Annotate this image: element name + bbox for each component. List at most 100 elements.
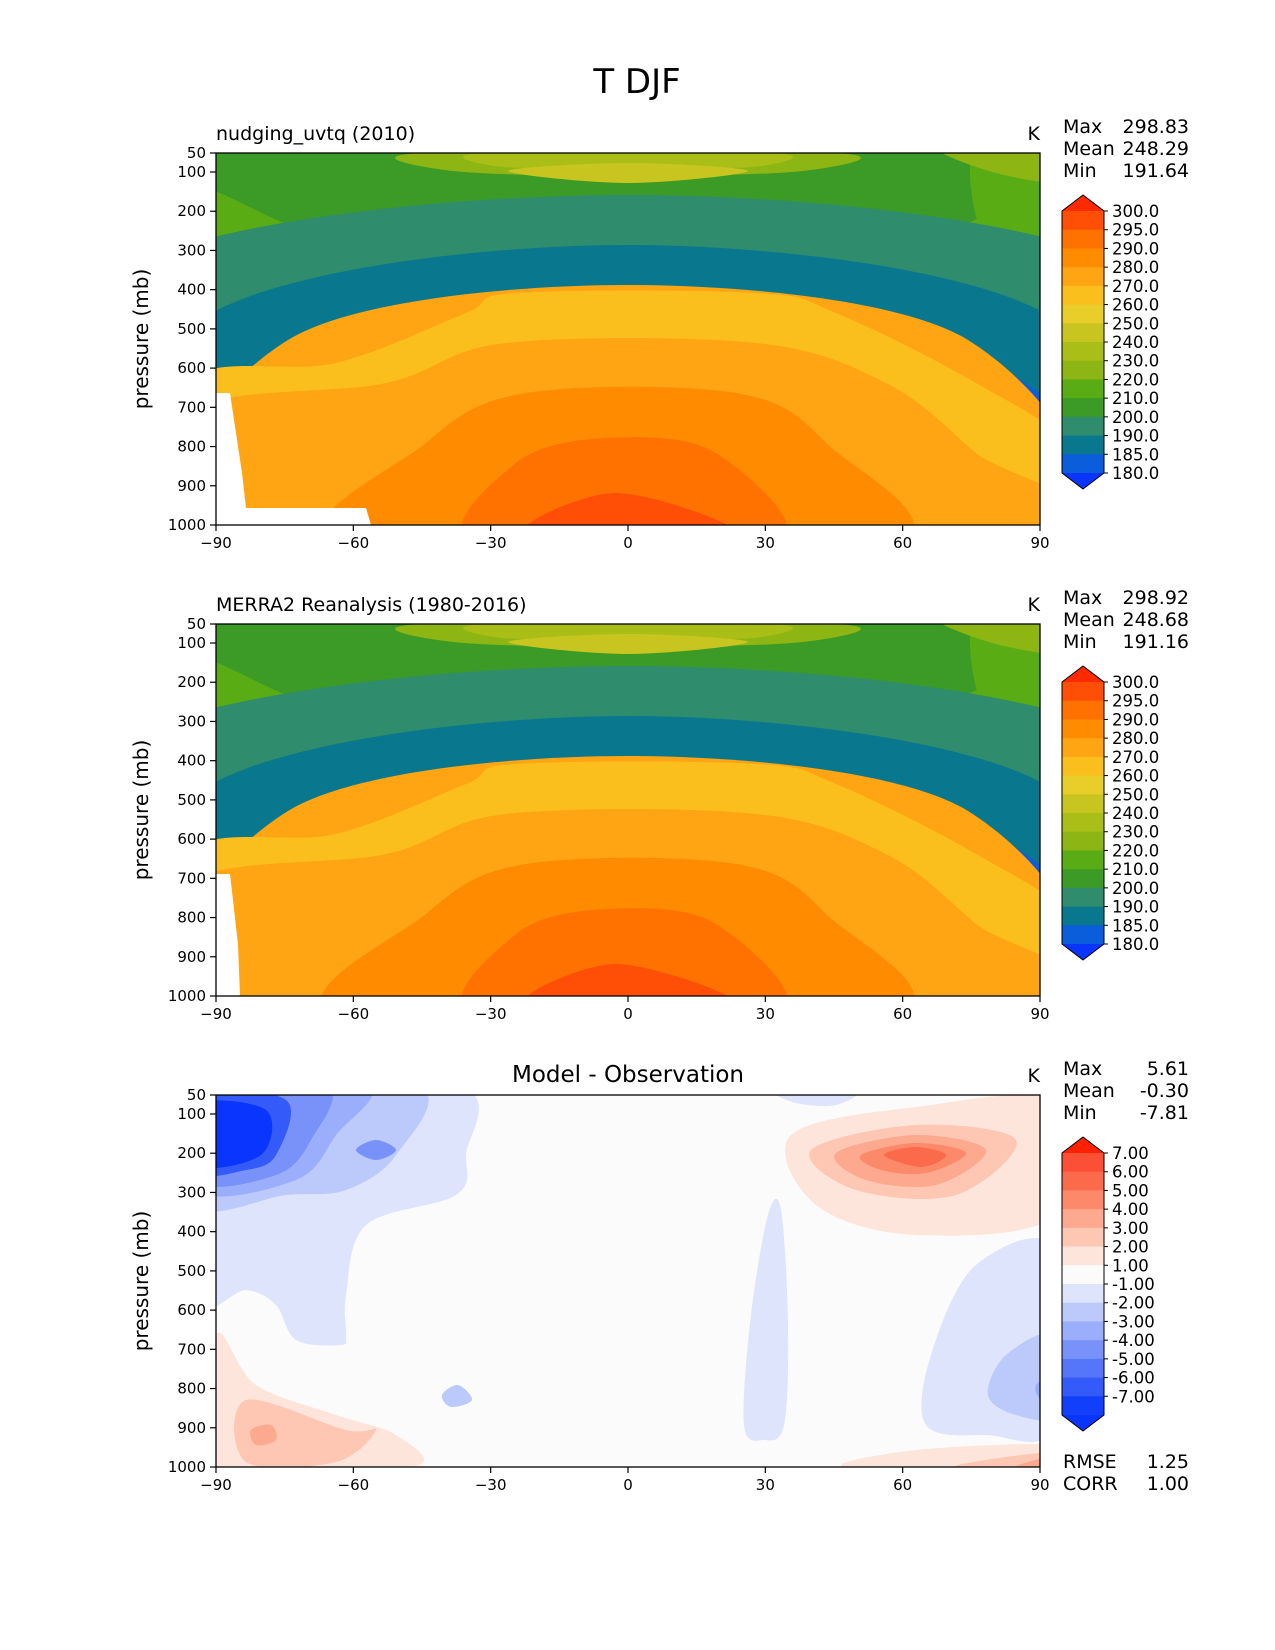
colorbar-extend-max	[1062, 195, 1104, 211]
colorbar-label: 240.0	[1112, 804, 1159, 823]
figure-title: T DJF	[592, 62, 680, 102]
y-tick-label: 800	[177, 438, 206, 456]
colorbar-label: 210.0	[1112, 389, 1159, 408]
colorbar-swatch	[1062, 379, 1104, 399]
colorbar-swatch	[1062, 1321, 1104, 1341]
colorbar-swatch	[1062, 700, 1104, 721]
colorbar-label: 270.0	[1112, 748, 1159, 767]
colorbar-label: 220.0	[1112, 841, 1159, 860]
y-tick-label: 800	[177, 1380, 206, 1398]
colorbar-label: 290.0	[1112, 710, 1159, 729]
colorbar-swatch	[1062, 1265, 1104, 1285]
y-tick-label: 900	[177, 948, 206, 966]
colorbar-label: 250.0	[1112, 314, 1159, 333]
colorbar-swatch	[1062, 342, 1104, 362]
x-tick-label: 60	[893, 1005, 912, 1023]
colorbar-swatch	[1062, 869, 1104, 889]
colorbar: 7.006.005.004.003.002.001.00-1.00-2.00-3…	[1061, 1136, 1155, 1432]
colorbar-swatch	[1062, 1227, 1104, 1248]
contour-band	[216, 1100, 273, 1169]
contour-band	[1015, 1458, 1040, 1467]
contour-band	[883, 1147, 947, 1167]
x-tick-label: −60	[338, 1005, 370, 1023]
stat-label: Mean	[1063, 1080, 1115, 1102]
y-tick-label: 400	[177, 281, 206, 299]
colorbar-label: 7.00	[1112, 1144, 1149, 1163]
colorbar-label: -4.00	[1112, 1331, 1155, 1350]
contour-field	[216, 153, 1040, 525]
contour-band	[463, 624, 793, 640]
panel-2: MERRA2 Reanalysis (1980-2016) K −90 −60 −30 0…	[129, 587, 1189, 1023]
contour-band	[527, 964, 728, 996]
colorbar-extend-min	[1062, 944, 1104, 960]
x-tick-label: −90	[200, 1476, 232, 1494]
y-tick-label: 200	[177, 1144, 206, 1162]
y-tick-label: 50	[187, 1086, 206, 1104]
stat-value: 1.25	[1147, 1451, 1189, 1473]
colorbar-label: 180.0	[1112, 935, 1159, 954]
colorbar-swatch	[1062, 1284, 1104, 1304]
colorbar: 300.0295.0290.0280.0270.0260.0250.0240.0…	[1061, 665, 1159, 961]
x-tick-label: 0	[623, 1005, 633, 1023]
colorbar-extend-min	[1062, 473, 1104, 489]
x-tick-label: 30	[756, 534, 775, 552]
stat-value: 5.61	[1147, 1058, 1189, 1080]
contour-band	[463, 153, 793, 169]
colorbar-label: 190.0	[1112, 427, 1159, 446]
x-tick-label: 90	[1030, 534, 1049, 552]
stat-label: Max	[1063, 116, 1102, 138]
contour-band	[987, 1334, 1040, 1421]
contour-band	[250, 1424, 277, 1446]
colorbar-label: 280.0	[1112, 258, 1159, 277]
x-tick-label: 30	[756, 1005, 775, 1023]
colorbar-label: 300.0	[1112, 673, 1159, 692]
panel-title: MERRA2 Reanalysis (1980-2016)	[216, 594, 527, 616]
colorbar-label: -2.00	[1112, 1294, 1155, 1313]
panel-1: nudging_uvtq (2010) K−90 −60 −30 0 30 60 905010…	[129, 116, 1189, 552]
colorbar-swatch	[1062, 1190, 1104, 1210]
y-tick-label: 100	[177, 163, 206, 181]
colorbar-label: -7.00	[1112, 1387, 1155, 1406]
y-tick-label: 600	[177, 1301, 206, 1319]
stat-value: -0.30	[1140, 1080, 1189, 1102]
colorbar-swatch	[1062, 887, 1104, 908]
y-axis-label: pressure (mb)	[129, 269, 153, 410]
colorbar-swatch	[1062, 454, 1104, 474]
y-tick-label: 500	[177, 1262, 206, 1280]
contour-band	[461, 437, 787, 525]
colorbar-extend-max	[1062, 1137, 1104, 1153]
colorbar-swatch	[1062, 304, 1104, 324]
colorbar-label: -5.00	[1112, 1350, 1155, 1369]
stat-value: 191.16	[1123, 631, 1189, 653]
colorbar-swatch	[1062, 794, 1104, 814]
y-tick-label: 300	[177, 712, 206, 730]
colorbar-label: 240.0	[1112, 333, 1159, 352]
stat-label: RMSE	[1063, 1451, 1117, 1473]
stat-value: 298.92	[1123, 587, 1189, 609]
colorbar-swatch	[1062, 1171, 1104, 1192]
x-tick-label: 60	[893, 1476, 912, 1494]
y-axis-label: pressure (mb)	[129, 740, 153, 881]
colorbar-swatch	[1062, 248, 1104, 268]
x-tick-label: 30	[756, 1476, 775, 1494]
y-tick-label: 700	[177, 398, 206, 416]
colorbar-swatch	[1062, 925, 1104, 945]
colorbar-swatch	[1062, 719, 1104, 739]
y-tick-label: 600	[177, 830, 206, 848]
stat-value: -7.81	[1140, 1102, 1189, 1124]
colorbar-label: 220.0	[1112, 370, 1159, 389]
y-tick-label: 100	[177, 634, 206, 652]
y-tick-label: 500	[177, 791, 206, 809]
panel-title: Model - Observation	[512, 1062, 744, 1088]
stat-value: 1.00	[1147, 1473, 1189, 1495]
x-tick-label: 90	[1030, 1476, 1049, 1494]
colorbar-swatch	[1062, 435, 1104, 455]
x-tick-label: 0	[623, 534, 633, 552]
contour-band	[942, 624, 1040, 653]
colorbar-label: 230.0	[1112, 352, 1159, 371]
y-tick-label: 900	[177, 1419, 206, 1437]
x-tick-label: 0	[623, 1476, 633, 1494]
x-tick-label: −90	[200, 534, 232, 552]
y-tick-label: 600	[177, 359, 206, 377]
